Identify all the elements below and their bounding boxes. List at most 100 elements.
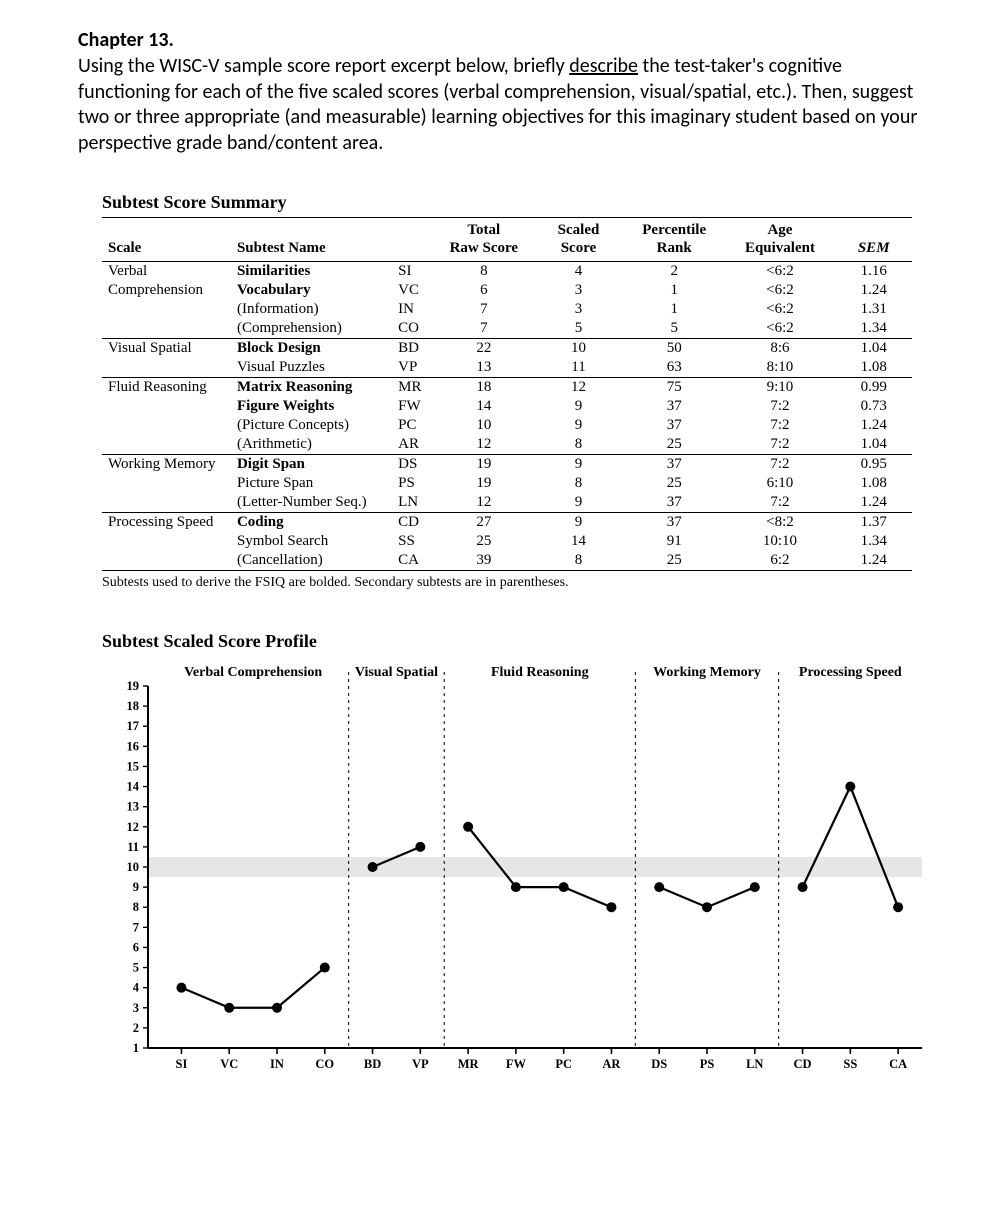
y-tick-label: 5 — [133, 960, 139, 974]
cell-subtest: (Picture Concepts) — [231, 416, 392, 435]
cell-abbr: VC — [392, 281, 434, 300]
cell-scale: Verbal — [102, 261, 231, 281]
cell-age: 6:10 — [725, 474, 836, 493]
data-point — [320, 962, 330, 972]
table-row: (Information)IN731<6:21.31 — [102, 300, 912, 319]
cell-scale: Processing Speed — [102, 512, 231, 532]
cell-pct: 37 — [624, 397, 725, 416]
cell-sem: 1.34 — [835, 319, 912, 339]
cell-pct: 1 — [624, 300, 725, 319]
cell-scaled: 9 — [533, 454, 624, 474]
cell-age: 10:10 — [725, 532, 836, 551]
cell-age: 7:2 — [725, 397, 836, 416]
cell-pct: 50 — [624, 338, 725, 358]
cell-scale — [102, 551, 231, 571]
cell-abbr: MR — [392, 377, 434, 397]
cell-raw: 18 — [434, 377, 533, 397]
cell-subtest: Vocabulary — [231, 281, 392, 300]
cell-age: <6:2 — [725, 300, 836, 319]
data-point — [559, 882, 569, 892]
data-point — [463, 822, 473, 832]
table-row: (Comprehension)CO755<6:21.34 — [102, 319, 912, 339]
cell-scale — [102, 532, 231, 551]
cell-scaled: 10 — [533, 338, 624, 358]
x-tick-label: PS — [700, 1057, 715, 1071]
cell-pct: 2 — [624, 261, 725, 281]
cell-raw: 22 — [434, 338, 533, 358]
cell-scale — [102, 493, 231, 513]
cell-pct: 75 — [624, 377, 725, 397]
cell-sem: 0.95 — [835, 454, 912, 474]
cell-sem: 1.04 — [835, 338, 912, 358]
cell-pct: 25 — [624, 474, 725, 493]
cell-scale — [102, 397, 231, 416]
y-tick-label: 18 — [127, 699, 140, 713]
cell-abbr: CA — [392, 551, 434, 571]
data-point — [415, 842, 425, 852]
cell-scale: Visual Spatial — [102, 338, 231, 358]
cell-scaled: 12 — [533, 377, 624, 397]
cell-pct: 63 — [624, 358, 725, 378]
cell-raw: 19 — [434, 454, 533, 474]
cell-raw: 14 — [434, 397, 533, 416]
y-tick-label: 2 — [133, 1021, 139, 1035]
cell-pct: 25 — [624, 551, 725, 571]
cell-scaled: 3 — [533, 281, 624, 300]
th-sem: SEM — [835, 218, 912, 262]
intro-paragraph: Using the WISC-V sample score report exc… — [78, 54, 929, 156]
cell-subtest: Figure Weights — [231, 397, 392, 416]
x-tick-label: CD — [794, 1057, 812, 1071]
y-tick-label: 15 — [127, 759, 140, 773]
cell-abbr: AR — [392, 435, 434, 455]
data-point — [606, 902, 616, 912]
chart-group-label: Fluid Reasoning — [491, 665, 589, 680]
cell-subtest: (Information) — [231, 300, 392, 319]
chart-group-label: Working Memory — [653, 665, 761, 680]
cell-scaled: 11 — [533, 358, 624, 378]
cell-age: <6:2 — [725, 319, 836, 339]
cell-abbr: IN — [392, 300, 434, 319]
data-point — [272, 1003, 282, 1013]
cell-scaled: 9 — [533, 397, 624, 416]
table-row: Figure WeightsFW149377:20.73 — [102, 397, 912, 416]
cell-age: <8:2 — [725, 512, 836, 532]
cell-sem: 1.24 — [835, 551, 912, 571]
cell-subtest: (Comprehension) — [231, 319, 392, 339]
cell-sem: 1.24 — [835, 416, 912, 435]
cell-age: 7:2 — [725, 416, 836, 435]
cell-age: <6:2 — [725, 281, 836, 300]
cell-age: 6:2 — [725, 551, 836, 571]
x-tick-label: CO — [315, 1057, 334, 1071]
intro-text-before: Using the WISC-V sample score report exc… — [78, 54, 569, 78]
cell-scaled: 4 — [533, 261, 624, 281]
cell-pct: 37 — [624, 454, 725, 474]
cell-age: 7:2 — [725, 454, 836, 474]
data-point — [893, 902, 903, 912]
cell-sem: 0.99 — [835, 377, 912, 397]
y-tick-label: 6 — [133, 940, 139, 954]
cell-abbr: FW — [392, 397, 434, 416]
y-tick-label: 8 — [133, 900, 139, 914]
cell-sem: 1.08 — [835, 474, 912, 493]
cell-subtest: (Cancellation) — [231, 551, 392, 571]
th-subtest: Subtest Name — [231, 218, 435, 262]
cell-subtest: Symbol Search — [231, 532, 392, 551]
data-point — [750, 882, 760, 892]
y-tick-label: 14 — [127, 779, 140, 793]
x-tick-label: DS — [651, 1057, 667, 1071]
cell-abbr: LN — [392, 493, 434, 513]
chart-group-label: Processing Speed — [799, 665, 902, 680]
y-tick-label: 4 — [133, 981, 140, 995]
x-tick-label: FW — [506, 1057, 527, 1071]
table-row: Picture SpanPS198256:101.08 — [102, 474, 912, 493]
table-row: Working MemoryDigit SpanDS199377:20.95 — [102, 454, 912, 474]
y-tick-label: 19 — [127, 679, 140, 693]
table-title: Subtest Score Summary — [102, 192, 929, 213]
th-scaled: ScaledScore — [533, 218, 624, 262]
cell-sem: 0.73 — [835, 397, 912, 416]
chart-group-label: Verbal Comprehension — [184, 665, 322, 680]
table-row: Processing SpeedCodingCD27937<8:21.37 — [102, 512, 912, 532]
cell-abbr: SS — [392, 532, 434, 551]
cell-age: <6:2 — [725, 261, 836, 281]
table-row: Symbol SearchSS25149110:101.34 — [102, 532, 912, 551]
